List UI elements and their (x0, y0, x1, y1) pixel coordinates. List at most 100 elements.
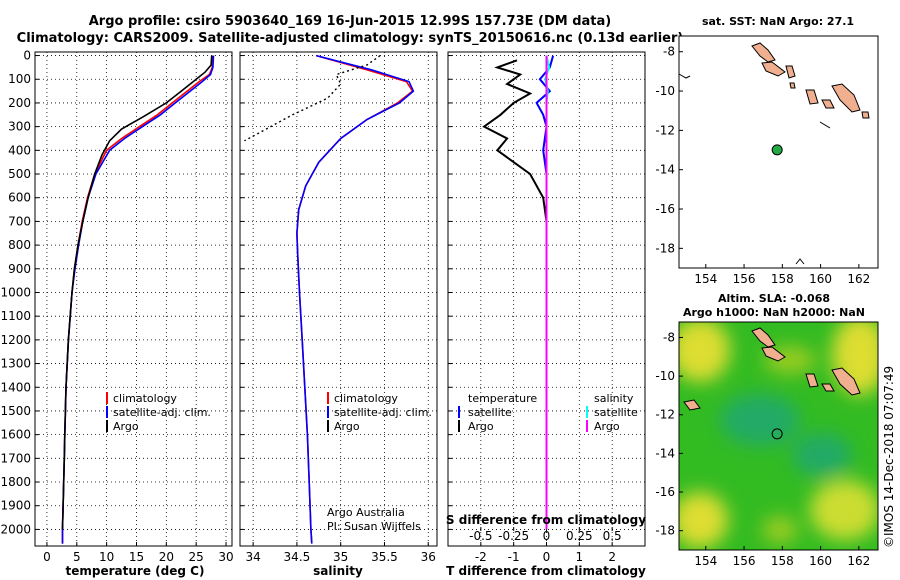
depth-tick-label: 200 (8, 96, 31, 110)
legend-swatch-s-argo (586, 420, 588, 432)
sla-field (679, 322, 878, 550)
x-tick-label: 0 (43, 550, 51, 564)
legend-label-satellite-adj: satellite-adj. clim. (113, 406, 211, 419)
salinity-panel-frame (239, 51, 438, 547)
map-x-tick-label: 154 (694, 554, 717, 568)
sla-low-blob (792, 433, 852, 477)
temperature-legend: climatology satellite-adj. clim. Argo (106, 392, 211, 433)
legend-label-argo: Argo (113, 420, 139, 433)
salinity-x-ticks: 34 34.5 35 35.5 36 (245, 550, 435, 564)
temperature-panel: 0100200300400500600700800900100011001200… (0, 49, 233, 578)
x-tick-label: 20 (159, 550, 174, 564)
sla-map: Altim. SLA: -0.068 Argo h1000: NaN h2000… (655, 292, 879, 568)
credit-argo-australia: Argo Australia (327, 506, 405, 519)
x-tick-label: 36 (421, 550, 436, 564)
s-diff-tick-label: 0 (543, 529, 551, 543)
depth-tick-label: 100 (8, 72, 31, 86)
salinity-difference-ticks: -0.5 -0.25 0 0.25 0.5 (469, 527, 622, 543)
legend-swatch-t-satellite (458, 406, 460, 418)
depth-tick-label: 1700 (0, 451, 31, 465)
sst-map-ticks: 154 156 158 160 162 -8 -10 -12 -14 -16 -18 (655, 45, 870, 286)
difference-series (482, 55, 555, 530)
argo-float-marker (771, 144, 783, 156)
map-x-tick-label: 160 (809, 272, 832, 286)
x-tick-label: 30 (218, 550, 233, 564)
island-outline (805, 89, 819, 105)
map-y-tick-label: -12 (655, 408, 675, 422)
sla-map-title1: Altim. SLA: -0.068 (718, 292, 830, 305)
sla-high-blob (679, 322, 730, 382)
legend-swatch-climatology (106, 392, 108, 404)
legend-swatch-argo (327, 420, 329, 432)
temperature-panel-frame (34, 51, 233, 547)
s-diff-tick-label: 0.5 (603, 529, 622, 543)
map-y-tick-label: -16 (655, 485, 675, 499)
legend-swatch-satellite-adj (327, 406, 329, 418)
x-tick-label: 35.5 (371, 550, 398, 564)
depth-tick-label: 1900 (0, 499, 31, 513)
sst-map-coastline (678, 42, 870, 265)
depth-axis-labels: 0 100 200 300 400 500 600 700 800 900 1000 1100 1200… (0, 49, 31, 537)
x-tick-label: 10 (99, 550, 114, 564)
sla-map-frame (678, 321, 879, 551)
depth-tick-label: 1400 (0, 380, 31, 394)
depth-tick-label: 1000 (0, 285, 31, 299)
island-outline (751, 327, 776, 348)
salinity-panel: 34 34.5 35 35.5 36 salinity climatology sate… (239, 51, 438, 578)
island-outline (805, 373, 819, 388)
map-x-tick-label: 162 (847, 554, 870, 568)
legend-swatch-satellite-adj (106, 406, 108, 418)
sla-low-blob (720, 394, 800, 446)
series-line-argo (61, 55, 213, 530)
depth-tick-label: 1300 (0, 357, 31, 371)
depth-tick-label: 500 (8, 167, 31, 181)
depth-tick-label: 600 (8, 191, 31, 205)
coast-fragment (819, 121, 831, 129)
legend-swatch-t-argo (458, 420, 460, 432)
s-diff-tick-label: 0.25 (566, 529, 593, 543)
x-tick-label: 35 (333, 550, 348, 564)
legend-label-satellite-adj: satellite-adj. clim. (334, 406, 432, 419)
depth-tick-label: 1200 (0, 333, 31, 347)
x-tick-label: -2 (475, 550, 487, 564)
depth-tick-label: 400 (8, 143, 31, 157)
series-line-argo-dotted- (244, 55, 381, 142)
sla-high-blob (679, 492, 728, 548)
coast-fragment (795, 258, 805, 265)
s-diff-tick-label: -0.5 (469, 529, 492, 543)
map-x-tick-label: 154 (694, 272, 717, 286)
legend-title-salinity: salinity (594, 392, 634, 405)
map-y-tick-label: -10 (655, 369, 675, 383)
salinity-x-label: salinity (313, 564, 363, 578)
island-outline (761, 346, 786, 362)
legend-title-temperature: temperature (468, 392, 537, 405)
legend-label-s-argo: Argo (594, 420, 620, 433)
map-y-tick-label: -12 (655, 123, 675, 137)
map-x-tick-label: 158 (771, 272, 794, 286)
legend-swatch-s-satellite (586, 406, 588, 418)
legend-label-climatology: climatology (334, 392, 398, 405)
depth-tick-label: 1500 (0, 404, 31, 418)
island-outline (761, 61, 786, 77)
salinity-legend: climatology satellite-adj. clim. Argo (327, 392, 432, 433)
sla-anomaly-blobs (679, 322, 878, 548)
depth-tick-label: 700 (8, 214, 31, 228)
credit-pi: PI: Susan Wijffels (327, 520, 421, 533)
depth-tick-label: 300 (8, 120, 31, 134)
s-diff-tick-label: -0.25 (498, 529, 529, 543)
temperature-series (61, 55, 215, 544)
depth-tick-label: 1800 (0, 475, 31, 489)
legend-label-t-satellite: satellite (468, 406, 512, 419)
island-outline (751, 42, 776, 63)
map-y-tick-label: -14 (655, 446, 675, 460)
map-y-tick-label: -18 (655, 524, 675, 538)
series-line-temperature-satellite (535, 55, 555, 530)
sla-map-title2: Argo h1000: NaN h2000: NaN (683, 306, 865, 319)
difference-x-label: T difference from climatology (446, 564, 646, 578)
legend-swatch-argo (106, 420, 108, 432)
sst-map-title: sat. SST: NaN Argo: 27.1 (702, 15, 854, 28)
series-line-temperature-argo (482, 59, 548, 530)
sla-map-ticks: 154 156 158 160 162 -8 -10 -12 -14 -16 -18 (655, 330, 870, 568)
coast-fragment (678, 73, 691, 79)
x-tick-label: -1 (508, 550, 520, 564)
